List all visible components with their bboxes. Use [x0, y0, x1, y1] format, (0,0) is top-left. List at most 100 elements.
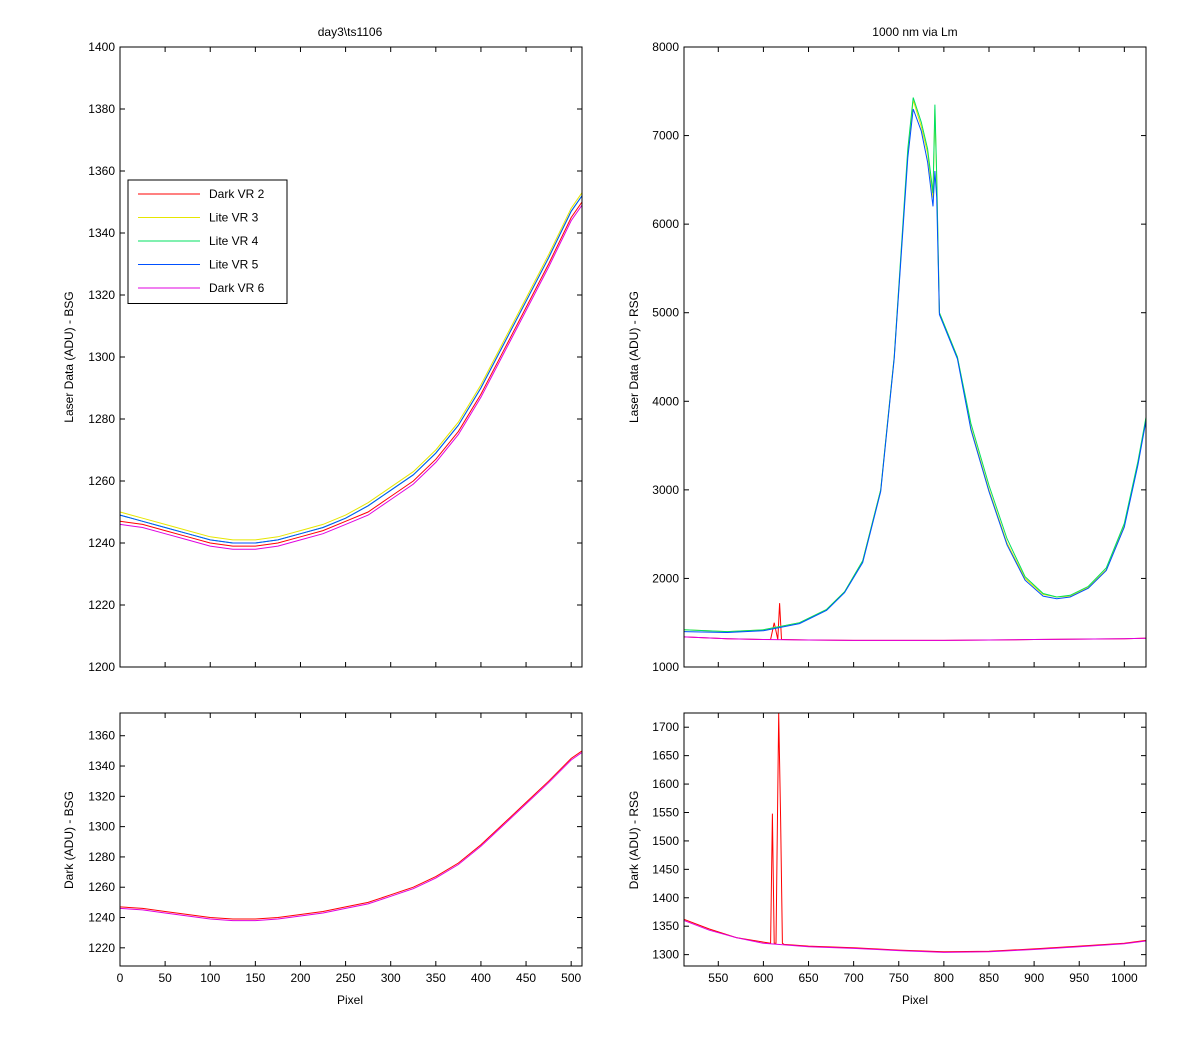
- series-line-lite-vr-5: [684, 108, 1146, 634]
- x-tick-label: 200: [290, 971, 310, 985]
- y-tick-label: 1260: [88, 474, 115, 488]
- x-tick-label: 750: [889, 971, 909, 985]
- y-tick-label: 1320: [88, 789, 115, 803]
- x-tick-label: 850: [979, 971, 999, 985]
- y-tick-label: 1380: [88, 102, 115, 116]
- plot-background: [120, 47, 582, 667]
- legend-label-lite-vr-4: Lite VR 4: [209, 234, 259, 248]
- y-tick-label: 6000: [652, 217, 679, 231]
- y-tick-label: 8000: [652, 40, 679, 54]
- chart-panel-top-left: day3\ts1106 Laser Data (ADU) - BSG 12001…: [62, 25, 583, 674]
- y-tick-label: 5000: [652, 306, 679, 320]
- x-tick-label: 600: [753, 971, 773, 985]
- y-tick-label: 1320: [88, 288, 115, 302]
- series-line-dark-vr-2: [120, 201, 582, 547]
- series-line-lite-vr-3: [120, 192, 582, 541]
- y-tick-label: 1600: [652, 777, 679, 791]
- chart-panel-bottom-left: Pixel Dark (ADU) - BSG 12201240126012801…: [62, 712, 583, 1007]
- x-tick-label: 900: [1024, 971, 1044, 985]
- y-tick-label: 3000: [652, 483, 679, 497]
- y-tick-label: 4000: [652, 394, 679, 408]
- y-axis-label: Laser Data (ADU) - BSG: [62, 291, 76, 422]
- plot-area-top-left: 1200 1220 1240 1260 1280 1300 1320 1340 1360 1380…: [88, 40, 583, 674]
- y-axis-label: Dark (ADU) - BSG: [62, 791, 76, 889]
- series-group: [684, 97, 1146, 641]
- y-tick-label: 1650: [652, 749, 679, 763]
- legend-label-lite-vr-3: Lite VR 3: [209, 211, 259, 225]
- x-tick-label: 700: [844, 971, 864, 985]
- series-group: [120, 192, 582, 550]
- y-axis-label: Dark (ADU) - RSG: [627, 791, 641, 890]
- series-line-dark-vr-6: [120, 204, 582, 550]
- legend-label-lite-vr-5: Lite VR 5: [209, 258, 259, 272]
- plot-background: [120, 713, 582, 966]
- x-tick-label: 550: [708, 971, 728, 985]
- chart-title: 1000 nm via Lm: [872, 25, 957, 39]
- x-tick-label: 450: [516, 971, 536, 985]
- axes-frame: [119, 712, 583, 967]
- series-line-lite-vr-5: [120, 195, 582, 544]
- x-tick-label: 250: [336, 971, 356, 985]
- y-tick-label: 1280: [88, 412, 115, 426]
- y-tick-label: 1340: [88, 759, 115, 773]
- y-tick-label: 1300: [88, 820, 115, 834]
- series-line-dark-vr-6: [684, 920, 1146, 953]
- y-tick-label: 1000: [652, 660, 679, 674]
- y-tick-label: 1220: [88, 941, 115, 955]
- x-tick-label: 400: [471, 971, 491, 985]
- series-line-lite-vr-4: [684, 97, 1146, 633]
- plot-background: [684, 47, 1146, 667]
- y-tick-label: 1200: [88, 660, 115, 674]
- y-tick-label: 1450: [652, 862, 679, 876]
- y-tick-label: 1360: [88, 164, 115, 178]
- y-tick-label: 1300: [652, 948, 679, 962]
- plot-background: [684, 713, 1146, 966]
- y-tick-label: 7000: [652, 129, 679, 143]
- plot-area-bottom-left: 1220 1240 1260 1280 1300 1320 1340 1360 0 50 100 15…: [88, 712, 583, 985]
- y-tick-label: 1400: [88, 40, 115, 54]
- x-tick-label: 50: [158, 971, 172, 985]
- y-tick-label: 1220: [88, 598, 115, 612]
- series-group: [120, 750, 582, 922]
- series-line-dark-vr-2: [684, 713, 1146, 953]
- x-tick-label: 800: [934, 971, 954, 985]
- series-line-dark-vr-2: [120, 750, 582, 920]
- x-tick-label: 150: [245, 971, 265, 985]
- x-axis-label: Pixel: [337, 993, 363, 1007]
- y-tick-label: 1300: [88, 350, 115, 364]
- y-tick-label: 1240: [88, 911, 115, 925]
- y-tick-label: 1240: [88, 536, 115, 550]
- legend: Dark VR 2 Lite VR 3 Lite VR 4 Lite VR 5 Dark…: [127, 179, 288, 304]
- y-tick-label: 1550: [652, 805, 679, 819]
- y-tick-label: 1360: [88, 729, 115, 743]
- axes-frame: [683, 46, 1147, 668]
- y-tick-label: 1280: [88, 850, 115, 864]
- y-tick-label: 1400: [652, 891, 679, 905]
- legend-label-dark-vr-6: Dark VR 6: [209, 281, 265, 295]
- x-tick-label: 300: [381, 971, 401, 985]
- legend-label-dark-vr-2: Dark VR 2: [209, 187, 265, 201]
- x-tick-label: 650: [799, 971, 819, 985]
- axes-frame: [683, 712, 1147, 967]
- chart-title: day3\ts1106: [318, 25, 383, 39]
- x-tick-label: 950: [1069, 971, 1089, 985]
- y-tick-label: 1340: [88, 226, 115, 240]
- series-group: [684, 713, 1146, 953]
- x-tick-label: 0: [117, 971, 124, 985]
- x-tick-label: 350: [426, 971, 446, 985]
- series-line-dark-vr-6: [120, 751, 582, 922]
- x-axis-label: Pixel: [902, 993, 928, 1007]
- legend-box: [127, 179, 288, 304]
- y-tick-label: 1350: [652, 919, 679, 933]
- y-tick-label: 1700: [652, 720, 679, 734]
- y-axis-label: Laser Data (ADU) - RSG: [627, 291, 641, 423]
- y-tick-label: 1260: [88, 880, 115, 894]
- x-tick-label: 1000: [1111, 971, 1138, 985]
- series-line-dark-vr-6: [684, 636, 1146, 641]
- chart-panel-top-right: 1000 nm via Lm Laser Data (ADU) - RSG 10…: [627, 25, 1147, 674]
- x-tick-label: 100: [200, 971, 220, 985]
- x-tick-label: 500: [561, 971, 581, 985]
- plot-area-top-right: 1000 2000 3000 4000 5000 6000 7000 8000: [652, 40, 1147, 674]
- y-tick-label: 1500: [652, 834, 679, 848]
